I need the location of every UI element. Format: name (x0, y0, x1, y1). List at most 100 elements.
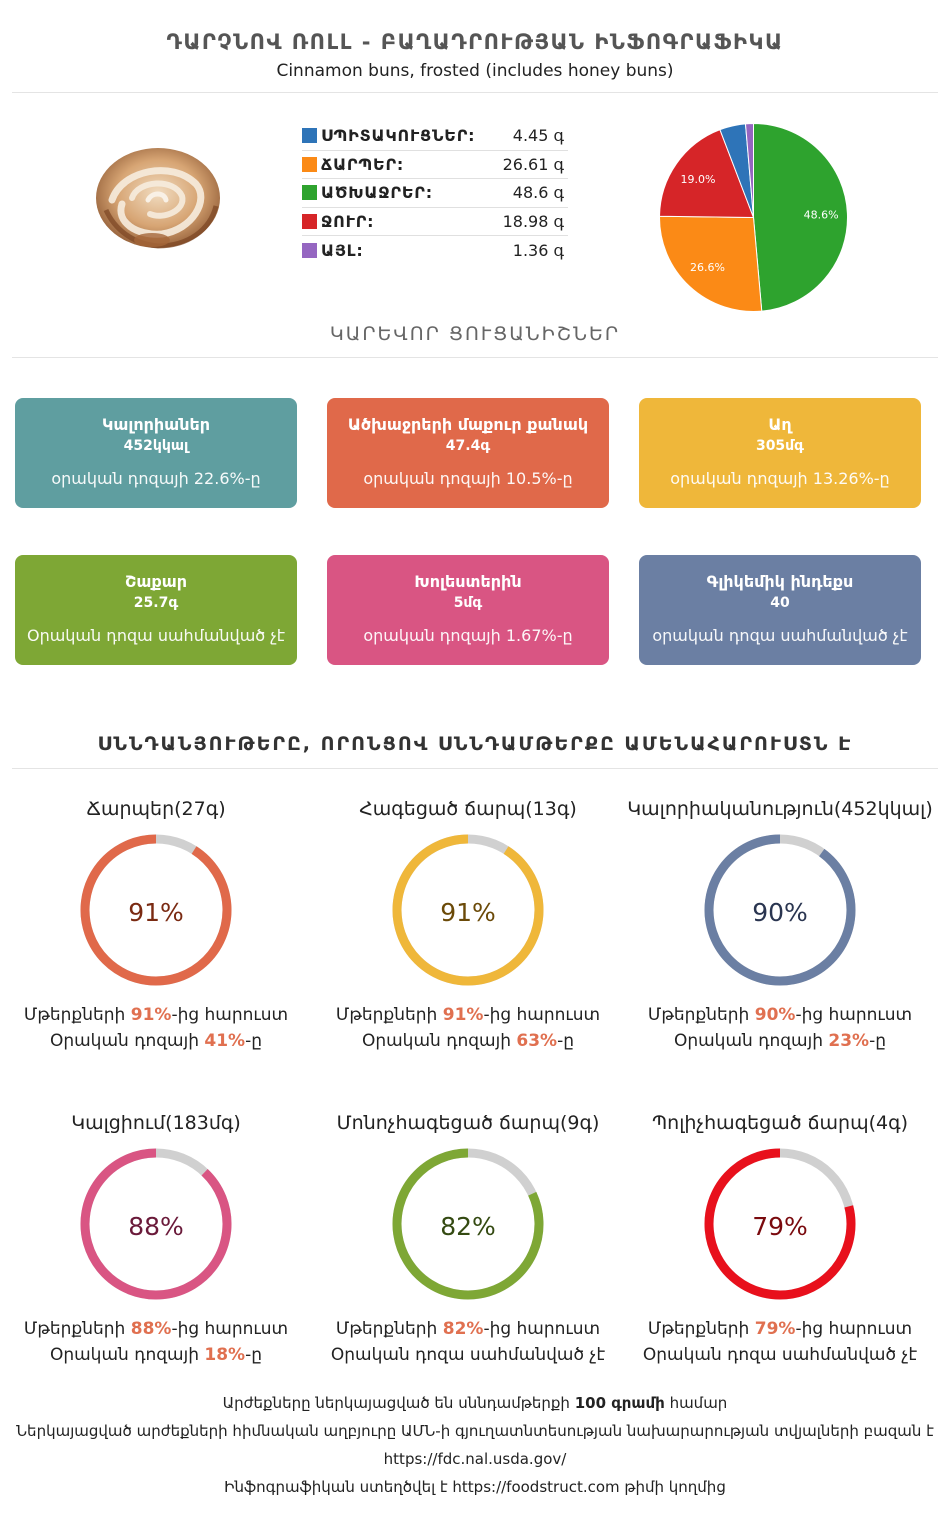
legend-label: ՃԱՐՊԵՐ: (321, 154, 405, 174)
footer-text: համար (664, 1394, 728, 1412)
cinnamon-bun-image (96, 148, 220, 249)
card-sugar: Շաքար 25.7գ Օրական դոզա սահմանված չէ (15, 555, 297, 665)
ring-text: -ից հարուստ (171, 1005, 289, 1025)
ring-text: Մթերքների (23, 1005, 131, 1025)
card-daily: օրական դոզա սահմանված չէ (652, 626, 908, 645)
ring-text: Մթերքների (335, 1319, 443, 1339)
card-daily: օրական դոզայի 22.6%-ը (51, 469, 261, 488)
nutrient-ring-chart: 82% (392, 1148, 544, 1300)
card-label: Աղ (768, 415, 792, 434)
card-label: Շաքար (124, 572, 187, 591)
ring-percent-label: 82% (440, 1212, 496, 1241)
legend-label: ՋՈՒՐ: (321, 211, 375, 231)
divider (12, 92, 938, 93)
ring-percent-label: 90% (752, 898, 808, 927)
page-title: ԴԱՐՉՆՈՎ ՌՈԼԼ - ԲԱՂԱԴՐՈՒԹՅԱՆ ԻՆՖՈԳՐԱՖԻԿԱ (166, 30, 784, 54)
ring-text: -ը (869, 1031, 887, 1051)
composition-legend: ՍՊԻՏԱԿՈՒՑՆԵՐ: 4.45 գ ՃԱՐՊԵՐ: 26.61 գ ԱԾԽ… (302, 122, 568, 265)
legend-value: 48.6 գ (512, 183, 564, 203)
nutrient-ring-block: Ճարպեր(27գ) 91% Մթերքների 91%-ից հարուստ Օր… (0, 798, 312, 1054)
ring-text-bold: 41% (204, 1031, 246, 1051)
composition-pie-chart: 48.6% 26.6% 19.0% (659, 122, 848, 312)
legend-swatch (302, 128, 317, 144)
card-label: Կալորիաներ (101, 415, 211, 434)
nutrient-ring-block: Մոնոչհագեցած ճարպ(9գ) 82% Մթերքների 82%-ից… (312, 1112, 624, 1368)
ring-arc (80, 1148, 232, 1300)
ring-text: Մթերքների (335, 1005, 443, 1025)
legend-swatch (302, 242, 317, 258)
ring-text: Մթերքների (647, 1319, 755, 1339)
page-subtitle: Cinnamon buns, frosted (includes honey b… (276, 61, 674, 81)
card-value: 47.4գ (445, 438, 491, 454)
legend-value: 18.98 գ (502, 211, 564, 231)
card-value: 25.7գ (133, 595, 179, 611)
legend-label: ԱԾԽԱՋՐԵՐ: (321, 183, 433, 203)
ring-text-bold: 82% (442, 1319, 484, 1339)
ring-arc (704, 1148, 856, 1300)
card-glycemic-index: Գլիկեմիկ ինդեքս 40 օրական դոզա սահմանված… (639, 555, 921, 665)
pie-slice-label: 48.6% (804, 209, 839, 222)
nutrient-ring-block: Կալորիականություն(452կկալ) 90% Մթերքների 9… (624, 798, 936, 1054)
divider (12, 768, 938, 769)
key-indicators-title: ԿԱՐԵՎՈՐ ՑՈՒՑԱՆԻՇՆԵՐ (329, 323, 621, 345)
footer-credit: Ինֆոգրաֆիկան ստեղծվել է https://foodstru… (0, 1478, 950, 1496)
legend-swatch (302, 213, 317, 229)
pie-slice (744, 122, 754, 218)
card-salt: Աղ 305մգ օրական դոզայի 13.26%-ը (639, 398, 921, 508)
nutrient-name: Հագեցած ճարպ(13գ) (359, 798, 577, 820)
ring-percent-label: 91% (440, 898, 496, 927)
card-daily: օրական դոզայի 10.5%-ը (363, 469, 573, 488)
nutrient-ring-block: Հագեցած ճարպ(13գ) 91% Մթերքների 91%-ից հար… (312, 798, 624, 1054)
footer-source-link[interactable]: https://fdc.nal.usda.gov/ (383, 1450, 567, 1468)
legend-row-other: ԱՅԼ: 1.36 գ (302, 236, 568, 265)
ring-text: -ը (245, 1345, 263, 1365)
card-daily: Օրական դոզա սահմանված չէ (26, 626, 286, 645)
ring-text: Մթերքների (647, 1005, 755, 1025)
pie-slice (659, 215, 763, 312)
ring-text: Օրական դոզայի (49, 1031, 205, 1051)
footer-text: Արժեքները ներկայացված են սննդամթերքի (222, 1394, 575, 1412)
footer-credit-link[interactable]: https://foodstruct.com (452, 1478, 620, 1496)
ring-text: Օրական դոզա սահմանված չէ (642, 1345, 918, 1365)
nutrient-ring-chart: 88% (80, 1148, 232, 1300)
ring-text-bold: 79% (754, 1319, 796, 1339)
card-value: 5մգ (453, 595, 483, 611)
ring-arc (704, 834, 856, 986)
daily-dose: Օրական դոզայի 41%-ը (0, 1028, 312, 1054)
card-daily: օրական դոզայի 13.26%-ը (670, 469, 890, 488)
legend-row-water: ՋՈՒՐ: 18.98 գ (302, 208, 568, 236)
ring-text: Օրական դոզա սահմանված չէ (330, 1345, 606, 1365)
card-label: Խոլեստերին (414, 572, 522, 591)
nutrient-ring-chart: 79% (704, 1148, 856, 1300)
ring-text: -ից հարուստ (483, 1319, 601, 1339)
pie-slice (659, 129, 755, 219)
daily-dose: Օրական դոզայի 23%-ը (624, 1028, 936, 1054)
daily-dose: Օրական դոզայի 18%-ը (0, 1342, 312, 1368)
footer-note-per-100g: Արժեքները ներկայացված են սննդամթերքի 100… (0, 1394, 950, 1412)
ring-arc (392, 1148, 544, 1300)
card-value: 452կկալ (123, 438, 189, 454)
ring-arc (80, 834, 232, 986)
ring-text: -ից հարուստ (795, 1319, 913, 1339)
pie-slice-label: 19.0% (681, 173, 716, 186)
legend-swatch (302, 156, 317, 172)
legend-value: 1.36 գ (512, 240, 564, 260)
ring-text-bold: 23% (828, 1031, 870, 1051)
ring-text: -ից հարուստ (795, 1005, 913, 1025)
ring-text: -ից հարուստ (483, 1005, 601, 1025)
nutrient-name: Կալցիում(183մգ) (71, 1112, 241, 1134)
ring-text-bold: 91% (442, 1005, 484, 1025)
card-daily: օրական դոզայի 1.67%-ը (363, 626, 573, 645)
nutrient-name: Մոնոչհագեցած ճարպ(9գ) (336, 1112, 600, 1134)
ring-text: Օրական դոզայի (361, 1031, 517, 1051)
nutrient-name: Կալորիականություն(452կկալ) (627, 798, 933, 820)
footer-text: Ինֆոգրաֆիկան ստեղծվել է (224, 1478, 453, 1496)
pie-slice-label: 26.6% (690, 261, 725, 274)
legend-row-fats: ՃԱՐՊԵՐ: 26.61 գ (302, 151, 568, 179)
ring-text: Մթերքների (23, 1319, 131, 1339)
daily-dose: Օրական դոզա սահմանված չէ (624, 1342, 936, 1368)
rich-among-foods: Մթերքների 88%-ից հարուստ (0, 1316, 312, 1342)
legend-label: ՍՊԻՏԱԿՈՒՑՆԵՐ: (321, 126, 476, 146)
rich-among-foods: Մթերքների 91%-ից հարուստ (0, 1002, 312, 1028)
card-net-carbs: Ածխաջրերի մաքուր քանակ 47.4գ օրական դոզա… (327, 398, 609, 508)
